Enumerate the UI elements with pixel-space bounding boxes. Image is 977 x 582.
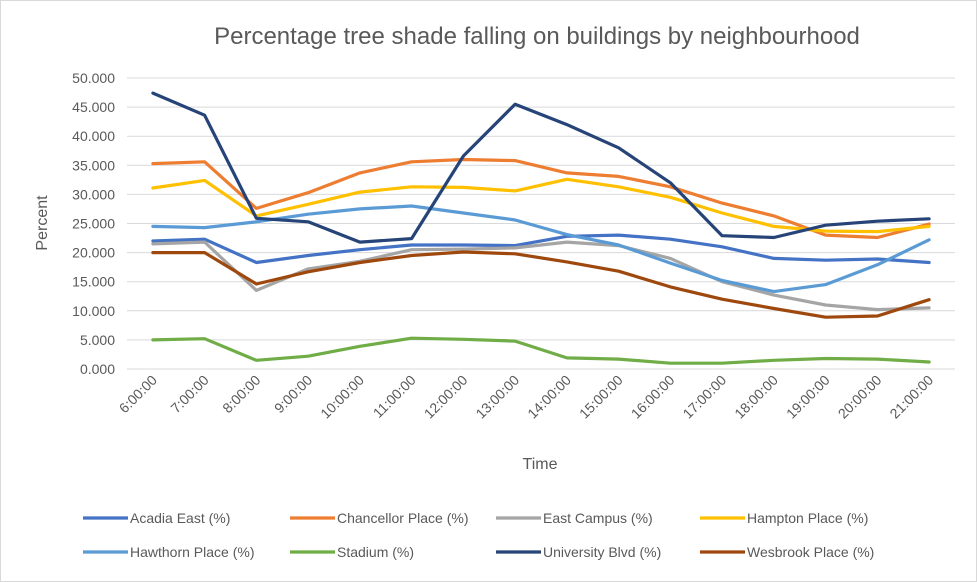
x-tick-label: 19:00:00 — [783, 372, 833, 422]
x-tick-label: 7:00:00 — [167, 372, 211, 416]
series-line — [151, 177, 931, 234]
y-tick-label: 10.000 — [72, 303, 115, 319]
y-axis-tick-labels: 0.000 5.000 10.000 15.000 20.000 25.000 30.000… — [72, 70, 115, 377]
x-axis-title: Time — [523, 456, 558, 473]
gridlines — [127, 77, 955, 370]
x-tick-label: 6:00:00 — [116, 372, 160, 416]
legend-label: Acadia East (%) — [130, 510, 230, 526]
series-line — [151, 240, 931, 312]
x-tick-label: 9:00:00 — [271, 372, 315, 416]
x-tick-label: 13:00:00 — [472, 372, 522, 422]
x-tick-label: 20:00:00 — [835, 372, 885, 422]
legend-label: Stadium (%) — [337, 544, 414, 560]
y-tick-label: 25.000 — [72, 216, 115, 232]
series-line — [151, 233, 931, 265]
x-tick-label: 10:00:00 — [317, 372, 367, 422]
legend-label: University Blvd (%) — [543, 544, 661, 560]
legend-label: Hampton Place (%) — [747, 510, 868, 526]
legend-label: Chancellor Place (%) — [337, 510, 469, 526]
y-tick-label: 35.000 — [72, 157, 115, 173]
series-line — [151, 91, 931, 244]
series-lines — [151, 91, 931, 365]
x-axis-tick-labels: 6:00:00 7:00:00 8:00:00 9:00:00 10:00:00 11:0… — [116, 372, 937, 422]
y-tick-label: 45.000 — [72, 99, 115, 115]
series-line — [151, 336, 931, 365]
series-line — [151, 250, 931, 319]
y-tick-label: 40.000 — [72, 128, 115, 144]
series-line — [151, 204, 931, 294]
y-tick-label: 15.000 — [72, 274, 115, 290]
legend-label: Wesbrook Place (%) — [747, 544, 874, 560]
x-tick-label: 17:00:00 — [679, 372, 729, 422]
x-tick-label: 18:00:00 — [731, 372, 781, 422]
y-tick-label: 20.000 — [72, 245, 115, 261]
x-tick-label: 16:00:00 — [628, 372, 678, 422]
x-tick-label: 12:00:00 — [421, 372, 471, 422]
y-tick-label: 50.000 — [72, 70, 115, 86]
y-tick-label: 30.000 — [72, 186, 115, 202]
chart-title: Percentage tree shade falling on buildin… — [214, 23, 860, 50]
x-tick-label: 11:00:00 — [370, 372, 419, 421]
legend-label: Hawthorn Place (%) — [130, 544, 255, 560]
x-tick-label: 21:00:00 — [886, 372, 936, 422]
y-tick-label: 5.000 — [80, 332, 115, 348]
y-axis-title: Percent — [34, 195, 51, 251]
series-line — [151, 157, 931, 240]
legend-label: East Campus (%) — [543, 510, 653, 526]
x-tick-label: 15:00:00 — [576, 372, 626, 422]
legend: Acadia East (%) Chancellor Place (%) East … — [83, 510, 874, 560]
x-tick-label: 8:00:00 — [219, 372, 263, 416]
x-tick-label: 14:00:00 — [524, 372, 574, 422]
y-tick-label: 0.000 — [80, 361, 115, 377]
